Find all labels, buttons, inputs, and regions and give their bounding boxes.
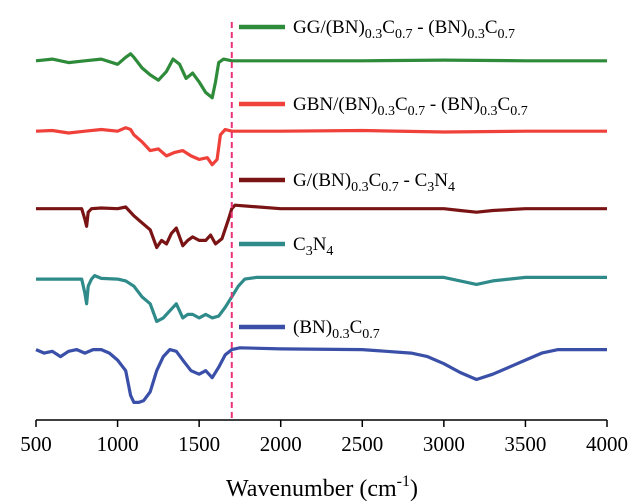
- x-axis: 500 1000 1500 2000 2500 3000 3500 4000: [20, 419, 628, 456]
- x-axis-title: Wavenumber (cm-1): [226, 473, 418, 502]
- series-line-gbn: [35, 126, 607, 167]
- legend: GG/(BN)0.3C0.7 - (BN)0.3C0.7 GBN/(BN)0.3C…: [239, 17, 528, 342]
- legend-label-gbn: GBN/(BN)0.3C0.7 - (BN)0.3C0.7: [293, 94, 528, 119]
- x-tick-label: 2000: [260, 432, 302, 456]
- x-tick-label: 2500: [341, 432, 383, 456]
- series-line-gg: [35, 52, 607, 100]
- plot-area: [35, 22, 607, 420]
- legend-label-gg: GG/(BN)0.3C0.7 - (BN)0.3C0.7: [293, 17, 515, 42]
- x-tick-label: 1000: [97, 432, 139, 456]
- series-line-c3n4: [36, 274, 607, 323]
- series-line-g: [36, 203, 607, 250]
- legend-label-g: G/(BN)0.3C0.7 - C3N4: [293, 170, 455, 195]
- x-tick-label: 500: [20, 432, 52, 456]
- x-tick-label: 4000: [586, 432, 628, 456]
- x-tick-label: 3500: [504, 432, 546, 456]
- legend-label-c3n4: C3N4: [293, 234, 333, 259]
- series-line-bnc: [35, 346, 607, 404]
- x-tick-label: 3000: [423, 432, 465, 456]
- legend-label-bnc: (BN)0.3C0.7: [293, 317, 380, 342]
- x-tick-label: 1500: [178, 432, 220, 456]
